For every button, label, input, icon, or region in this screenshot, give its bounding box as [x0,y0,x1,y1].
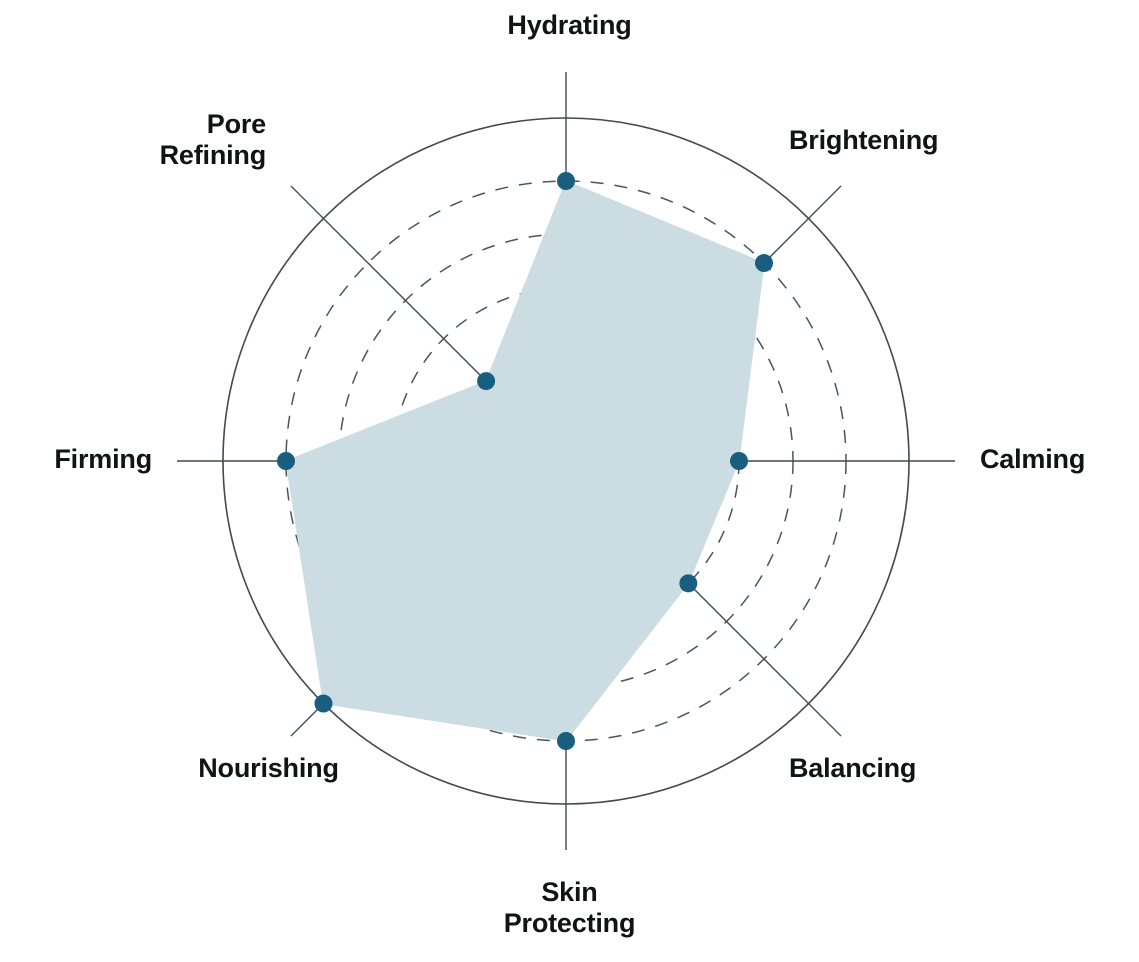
axis-label-pore-refining: Pore Refining [159,109,267,170]
axis-label-balancing: Balancing [789,753,917,783]
data-point-calming[interactable] [730,452,748,470]
data-point-pore-refining[interactable] [477,372,496,391]
data-point-firming[interactable] [277,452,295,470]
axis-label-hydrating: Hydrating [507,10,632,40]
data-point-hydrating[interactable] [557,172,575,190]
axis-label-calming: Calming [980,444,1086,474]
data-point-balancing[interactable] [679,574,698,593]
series-markers[interactable] [277,172,773,750]
axis-label-firming: Firming [54,444,152,474]
series-polygon [285,180,765,742]
data-point-nourishing[interactable] [314,694,333,713]
data-point-brightening[interactable] [754,254,773,273]
axis-label-brightening: Brightening [789,125,939,155]
axis-label-skin-protecting: Skin Protecting [503,877,636,938]
series-area [285,180,765,742]
data-point-skin-protecting[interactable] [557,732,575,750]
axis-label-nourishing: Nourishing [198,753,339,783]
